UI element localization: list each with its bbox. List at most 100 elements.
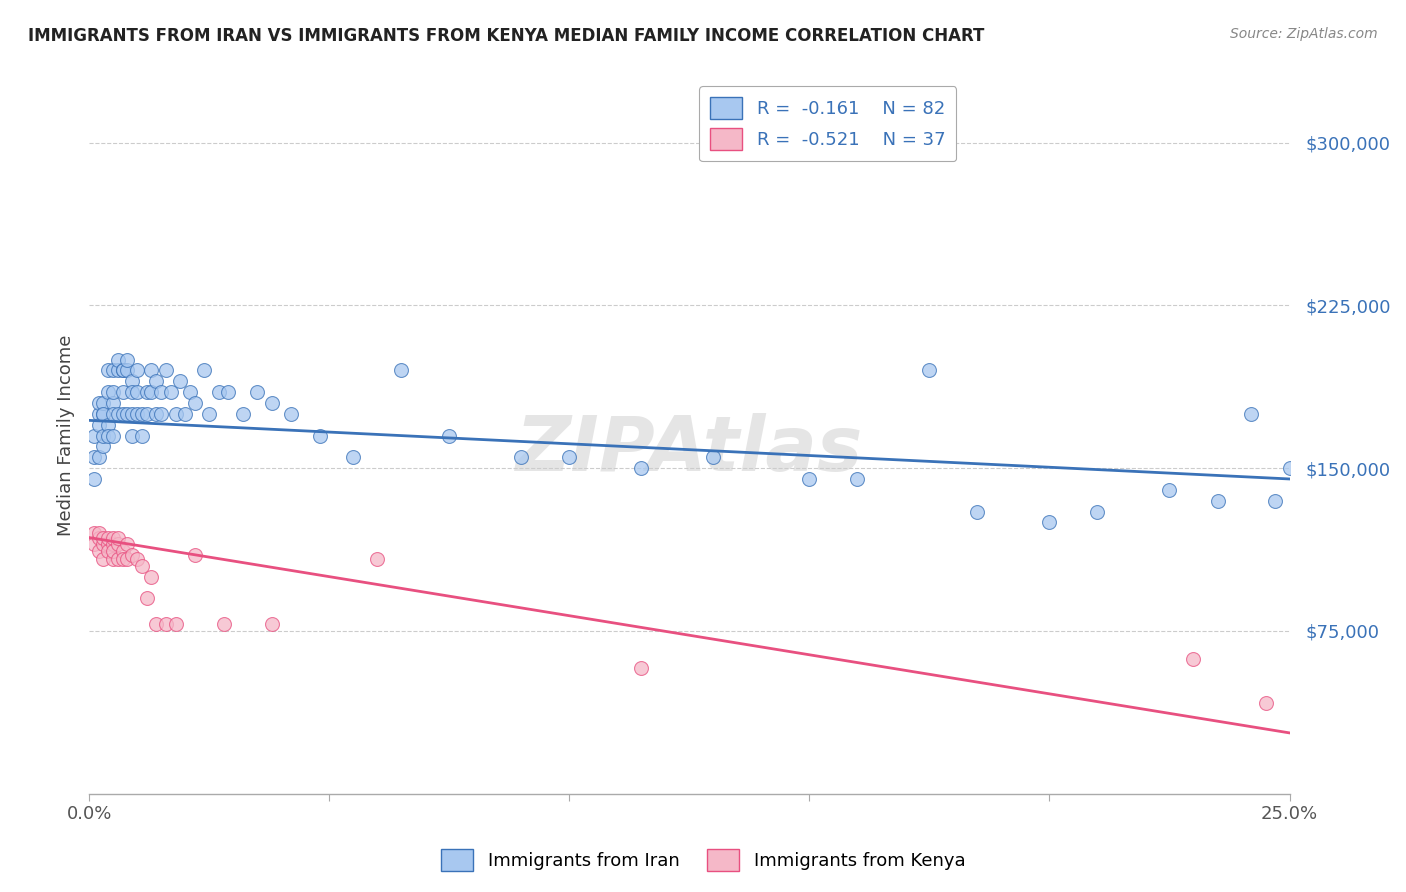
Point bbox=[630, 461, 652, 475]
Point bbox=[280, 407, 302, 421]
Point bbox=[93, 407, 115, 421]
Point bbox=[127, 363, 149, 377]
Point bbox=[1159, 483, 1181, 497]
Point bbox=[87, 396, 110, 410]
Point bbox=[1038, 516, 1060, 530]
Text: ZIPAtlas: ZIPAtlas bbox=[516, 413, 863, 487]
Point bbox=[232, 407, 254, 421]
Point bbox=[183, 548, 205, 562]
Point bbox=[155, 617, 177, 632]
Legend: R =  -0.161    N = 82, R =  -0.521    N = 37: R = -0.161 N = 82, R = -0.521 N = 37 bbox=[699, 87, 956, 161]
Point bbox=[212, 617, 235, 632]
Point bbox=[141, 569, 163, 583]
Point bbox=[93, 407, 115, 421]
Point bbox=[121, 428, 143, 442]
Point bbox=[117, 407, 139, 421]
Point bbox=[799, 472, 821, 486]
Point bbox=[93, 396, 115, 410]
Point bbox=[1240, 407, 1263, 421]
Point bbox=[101, 537, 124, 551]
Point bbox=[141, 385, 163, 400]
Point bbox=[127, 552, 149, 566]
Point bbox=[918, 363, 941, 377]
Point bbox=[117, 537, 139, 551]
Point bbox=[101, 385, 124, 400]
Point bbox=[107, 352, 129, 367]
Text: Source: ZipAtlas.com: Source: ZipAtlas.com bbox=[1230, 27, 1378, 41]
Legend: Immigrants from Iran, Immigrants from Kenya: Immigrants from Iran, Immigrants from Ke… bbox=[433, 842, 973, 879]
Point bbox=[141, 363, 163, 377]
Point bbox=[510, 450, 533, 465]
Point bbox=[165, 617, 187, 632]
Point bbox=[1206, 493, 1229, 508]
Text: IMMIGRANTS FROM IRAN VS IMMIGRANTS FROM KENYA MEDIAN FAMILY INCOME CORRELATION C: IMMIGRANTS FROM IRAN VS IMMIGRANTS FROM … bbox=[28, 27, 984, 45]
Point bbox=[111, 552, 134, 566]
Point bbox=[117, 363, 139, 377]
Point bbox=[846, 472, 869, 486]
Point bbox=[342, 450, 364, 465]
Point bbox=[1278, 461, 1301, 475]
Point bbox=[135, 385, 157, 400]
Point bbox=[83, 537, 105, 551]
Point bbox=[111, 363, 134, 377]
Point bbox=[101, 531, 124, 545]
Point bbox=[87, 531, 110, 545]
Y-axis label: Median Family Income: Median Family Income bbox=[58, 334, 75, 536]
Point bbox=[83, 450, 105, 465]
Point bbox=[1182, 652, 1205, 666]
Point bbox=[145, 617, 167, 632]
Point bbox=[83, 472, 105, 486]
Point bbox=[150, 385, 173, 400]
Point bbox=[127, 385, 149, 400]
Point bbox=[121, 548, 143, 562]
Point bbox=[87, 526, 110, 541]
Point bbox=[183, 396, 205, 410]
Point bbox=[1254, 696, 1277, 710]
Point bbox=[97, 385, 120, 400]
Point bbox=[174, 407, 197, 421]
Point bbox=[135, 591, 157, 606]
Point bbox=[558, 450, 581, 465]
Point bbox=[101, 428, 124, 442]
Point bbox=[169, 374, 191, 388]
Point bbox=[83, 526, 105, 541]
Point bbox=[101, 363, 124, 377]
Point bbox=[111, 385, 134, 400]
Point bbox=[193, 363, 215, 377]
Point bbox=[93, 531, 115, 545]
Point bbox=[87, 407, 110, 421]
Point bbox=[107, 363, 129, 377]
Point bbox=[87, 417, 110, 432]
Point bbox=[437, 428, 460, 442]
Point bbox=[117, 552, 139, 566]
Point bbox=[101, 543, 124, 558]
Point bbox=[87, 450, 110, 465]
Point bbox=[97, 537, 120, 551]
Point bbox=[117, 352, 139, 367]
Point bbox=[121, 407, 143, 421]
Point bbox=[97, 417, 120, 432]
Point bbox=[93, 552, 115, 566]
Point bbox=[97, 428, 120, 442]
Point bbox=[93, 428, 115, 442]
Point bbox=[208, 385, 231, 400]
Point bbox=[198, 407, 221, 421]
Point bbox=[165, 407, 187, 421]
Point bbox=[1087, 504, 1109, 518]
Point bbox=[107, 537, 129, 551]
Point bbox=[87, 543, 110, 558]
Point bbox=[155, 363, 177, 377]
Point bbox=[389, 363, 412, 377]
Point bbox=[145, 407, 167, 421]
Point bbox=[131, 407, 153, 421]
Point bbox=[121, 385, 143, 400]
Point bbox=[260, 396, 283, 410]
Point bbox=[101, 552, 124, 566]
Point bbox=[217, 385, 239, 400]
Point bbox=[1264, 493, 1286, 508]
Point bbox=[93, 439, 115, 453]
Point bbox=[966, 504, 988, 518]
Point bbox=[101, 396, 124, 410]
Point bbox=[260, 617, 283, 632]
Point bbox=[127, 407, 149, 421]
